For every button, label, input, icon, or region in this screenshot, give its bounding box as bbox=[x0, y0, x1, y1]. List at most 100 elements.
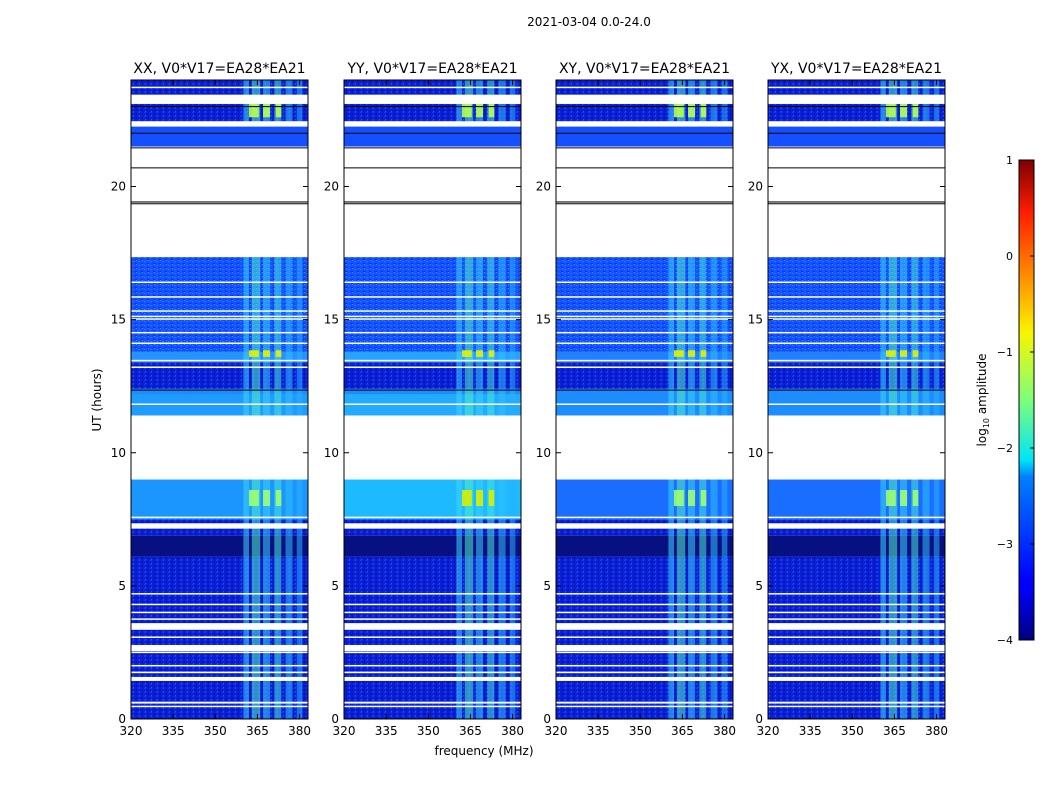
flagged-row bbox=[768, 146, 945, 149]
flagged-row bbox=[556, 342, 733, 345]
flagged-row bbox=[131, 121, 308, 127]
flagged-row bbox=[768, 403, 945, 405]
rfi-hotspot bbox=[462, 490, 472, 506]
flagged-row bbox=[768, 701, 945, 704]
flagged-row bbox=[344, 623, 521, 630]
rfi-hotspot bbox=[700, 490, 707, 506]
rfi-hotspot bbox=[275, 350, 282, 357]
flagged-row bbox=[556, 618, 733, 620]
colorbar-tick-label: 0 bbox=[1006, 250, 1013, 263]
flagged-row bbox=[344, 593, 521, 595]
flagged-row bbox=[768, 523, 945, 529]
flagged-row bbox=[344, 296, 521, 298]
flagged-row bbox=[344, 523, 521, 529]
rfi-streak bbox=[263, 257, 271, 416]
rfi-hotspot bbox=[476, 103, 484, 118]
data-band bbox=[344, 362, 521, 389]
flagged-row bbox=[768, 121, 945, 127]
colorbar-label: log10 amplitude bbox=[975, 354, 991, 447]
colorbar-tick-label: −1 bbox=[997, 346, 1013, 359]
flagged-row bbox=[768, 342, 945, 345]
y-tick-label: 5 bbox=[331, 579, 339, 593]
y-tick-label: 10 bbox=[748, 446, 763, 460]
flagged-row bbox=[556, 331, 733, 334]
data-band bbox=[768, 388, 945, 416]
flagged-row bbox=[768, 636, 945, 638]
flagged-row bbox=[768, 86, 945, 89]
flagged-row bbox=[556, 603, 733, 606]
flagged-row bbox=[556, 478, 733, 480]
flagged-row bbox=[768, 331, 945, 334]
flagged-row bbox=[344, 603, 521, 606]
flagged-row bbox=[556, 636, 733, 638]
flagged-row bbox=[768, 611, 945, 614]
flagged-row bbox=[556, 644, 733, 652]
flagged-gap bbox=[344, 205, 521, 258]
flagged-row bbox=[131, 94, 308, 104]
rfi-hotspot bbox=[249, 490, 259, 506]
x-tick-label: 320 bbox=[545, 724, 568, 738]
data-band bbox=[556, 388, 733, 416]
rfi-hotspot bbox=[275, 103, 282, 118]
panel-3: YX, V0*V17=EA28*EA21 0 5 10 15 20 320 335 350 365… bbox=[748, 61, 948, 738]
flagged-row bbox=[768, 366, 945, 368]
data-band bbox=[556, 362, 733, 389]
y-tick-label: 15 bbox=[748, 313, 763, 327]
flagged-row bbox=[131, 593, 308, 595]
x-tick-label: 320 bbox=[757, 724, 780, 738]
rfi-streak bbox=[721, 257, 728, 416]
flagged-row bbox=[768, 516, 945, 519]
panel-title: YY, V0*V17=EA28*EA21 bbox=[346, 61, 517, 77]
flagged-row bbox=[768, 315, 945, 318]
rfi-streak bbox=[243, 478, 249, 719]
flagged-row bbox=[344, 478, 521, 480]
data-band bbox=[131, 362, 308, 389]
rfi-streak bbox=[933, 478, 940, 719]
panel-frame bbox=[767, 79, 946, 720]
flagged-row bbox=[556, 366, 733, 368]
colorbar-gradient bbox=[1018, 159, 1035, 641]
rfi-streak bbox=[296, 478, 303, 719]
x-tick-label: 365 bbox=[459, 724, 482, 738]
rfi-streak bbox=[498, 257, 506, 416]
flagged-row bbox=[131, 676, 308, 681]
rfi-hotspot bbox=[249, 350, 259, 357]
y-tick-label: 15 bbox=[324, 313, 339, 327]
flagged-row bbox=[131, 403, 308, 405]
flagged-gap bbox=[131, 415, 308, 479]
rfi-streak bbox=[251, 257, 261, 416]
rfi-streak bbox=[509, 478, 516, 719]
flagged-row bbox=[344, 705, 521, 708]
panel-title: XY, V0*V17=EA28*EA21 bbox=[559, 61, 730, 77]
rfi-streak bbox=[296, 257, 303, 416]
rfi-hotspot bbox=[886, 103, 896, 118]
flagged-row bbox=[131, 315, 308, 318]
flagged-row bbox=[556, 315, 733, 318]
flagged-row bbox=[344, 359, 521, 362]
data-band bbox=[768, 351, 945, 363]
flagged-row bbox=[344, 664, 521, 667]
rfi-streak bbox=[888, 478, 898, 719]
rfi-hotspot bbox=[263, 490, 271, 506]
flagged-row bbox=[768, 671, 945, 674]
flagged-row bbox=[344, 318, 521, 320]
flagged-row bbox=[768, 281, 945, 284]
x-tick-label: 335 bbox=[375, 724, 398, 738]
flagged-row bbox=[344, 94, 521, 104]
rfi-hotspot bbox=[700, 103, 707, 118]
rfi-hotspot bbox=[900, 103, 908, 118]
flagged-row bbox=[556, 359, 733, 362]
flagged-row bbox=[768, 296, 945, 298]
flagged-gap bbox=[768, 205, 945, 258]
flagged-row bbox=[556, 281, 733, 284]
panel-frame bbox=[343, 79, 522, 720]
y-tick-label: 0 bbox=[331, 712, 339, 726]
flagged-row bbox=[556, 516, 733, 519]
flagged-row bbox=[344, 676, 521, 681]
data-band bbox=[131, 257, 308, 352]
rfi-streak bbox=[456, 257, 462, 416]
rfi-hotspot bbox=[275, 490, 282, 506]
flagged-gap bbox=[131, 205, 308, 258]
rfi-hotspot bbox=[462, 103, 472, 118]
panel-2: XY, V0*V17=EA28*EA21 0 5 10 15 20 320 335 350 365… bbox=[536, 61, 736, 738]
